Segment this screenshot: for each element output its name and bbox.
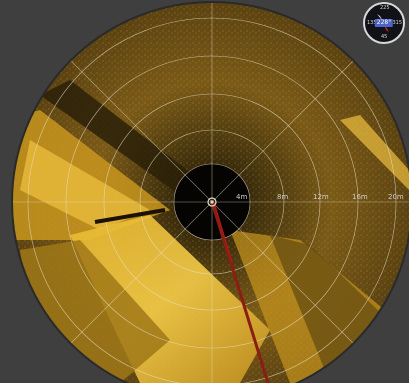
sonar-disc-edge bbox=[11, 1, 409, 383]
shadow-band-upper bbox=[40, 80, 200, 195]
range-label-16m: 16m bbox=[352, 193, 368, 201]
compass-tick-bottom: 45 bbox=[381, 34, 388, 40]
sonar-origin-dot bbox=[210, 200, 214, 204]
pipe-object bbox=[94, 208, 166, 224]
compass-tick-right: 315 bbox=[392, 20, 402, 26]
range-label-12m: 12m bbox=[313, 193, 329, 201]
seabed-streak-right bbox=[340, 115, 409, 190]
range-label-4m: 4m bbox=[236, 193, 247, 201]
compass-heading: 228° bbox=[374, 19, 394, 27]
heading-arrow bbox=[210, 201, 270, 383]
compass-tick-left: 135 bbox=[367, 20, 377, 26]
range-label-20m: 20m bbox=[388, 193, 404, 201]
compass-icon[interactable]: 225 135 315 45 228° bbox=[363, 2, 405, 44]
heading-arrow-tip bbox=[213, 201, 233, 263]
range-label-8m: 8m bbox=[277, 193, 288, 201]
seabed-bright-left bbox=[20, 140, 150, 230]
sonar-origin-marker bbox=[207, 197, 217, 207]
seabed-return-lower bbox=[70, 215, 270, 383]
compass-tick-top: 225 bbox=[380, 5, 390, 11]
